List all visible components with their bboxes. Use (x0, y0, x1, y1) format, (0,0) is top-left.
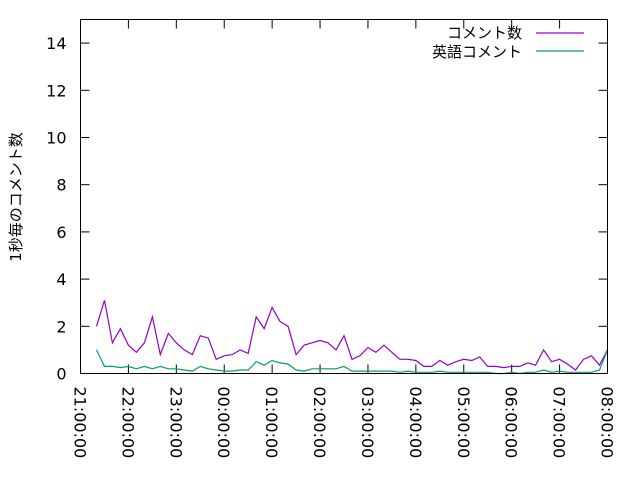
axis-ticks: 0 2 4 6 8 10 12 14 21:00:00 22:00:00 23:00:00 00:00… (46, 19, 617, 459)
legend-label-1: 英語コメント (432, 43, 522, 61)
y-axis-label: 1秒毎のコメント数 (7, 132, 25, 262)
plot-border (80, 19, 608, 374)
series-line-1 (95, 349, 609, 375)
y-tick-label: 14 (46, 34, 66, 53)
y-tick-label: 10 (46, 129, 66, 148)
x-tick-label: 06:00:00 (502, 387, 521, 459)
x-tick-label: 07:00:00 (550, 387, 569, 459)
x-tick-label: 08:00:00 (598, 387, 617, 459)
x-tick-label: 02:00:00 (310, 387, 329, 459)
series-lines (95, 300, 609, 375)
x-tick-label: 03:00:00 (358, 387, 377, 459)
y-tick-label: 0 (56, 365, 66, 384)
x-tick-label: 00:00:00 (214, 387, 233, 459)
y-tick-label: 6 (56, 223, 66, 242)
series-line-0 (95, 300, 609, 371)
x-tick-label: 05:00:00 (454, 387, 473, 459)
x-tick-label: 04:00:00 (406, 387, 425, 459)
x-tick-label: 21:00:00 (71, 387, 90, 459)
legend-label-0: コメント数 (447, 24, 522, 42)
x-tick-label: 22:00:00 (118, 387, 137, 459)
x-tick-label: 23:00:00 (166, 387, 185, 459)
y-tick-label: 2 (56, 317, 66, 336)
y-tick-label: 12 (46, 81, 66, 100)
y-tick-label: 4 (56, 270, 66, 289)
legend: コメント数 英語コメント (432, 24, 584, 61)
y-tick-label: 8 (56, 176, 66, 195)
x-tick-label: 01:00:00 (262, 387, 281, 459)
